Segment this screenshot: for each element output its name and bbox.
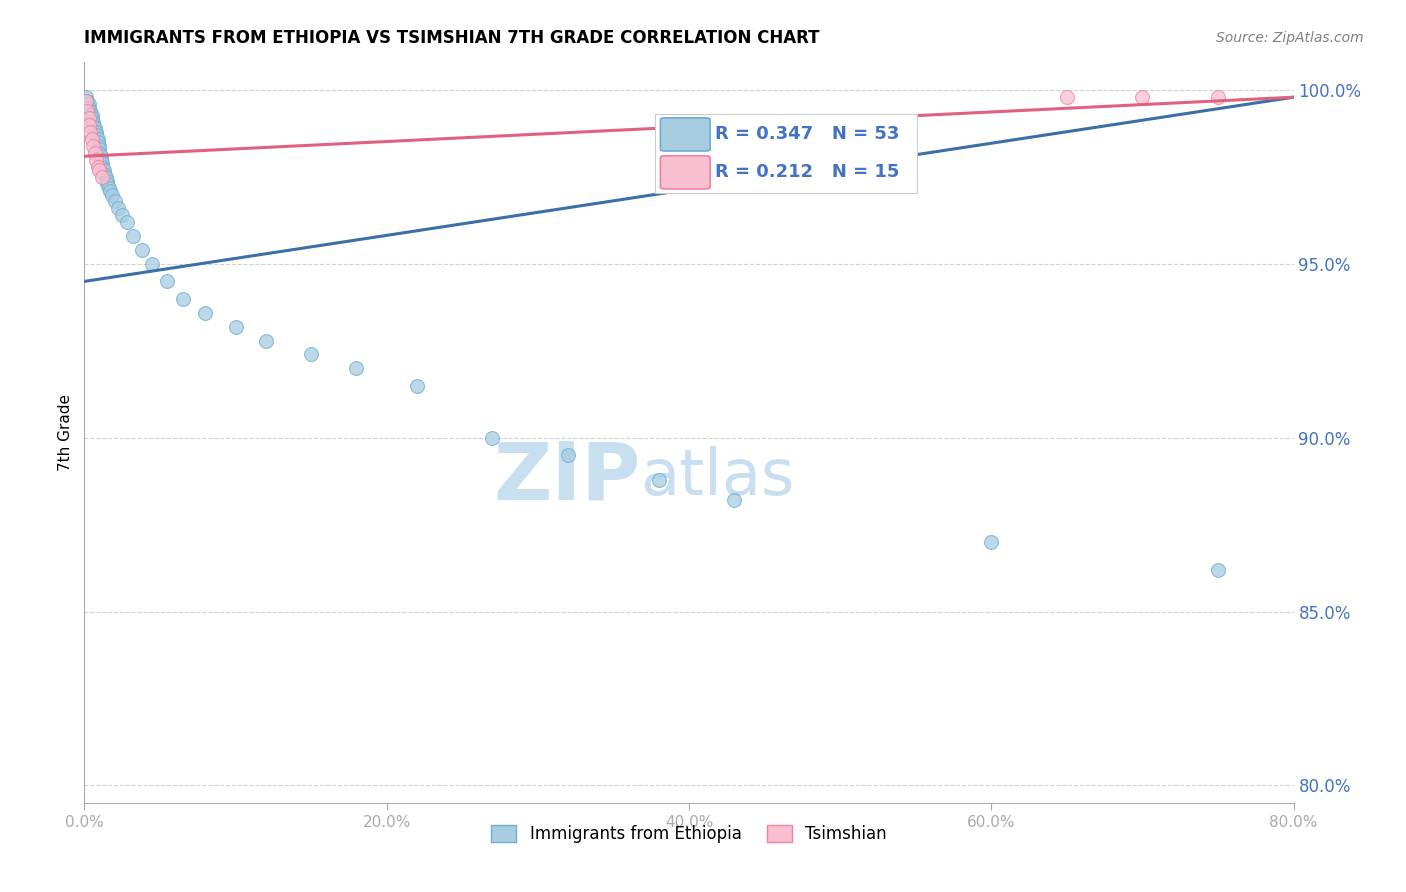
Point — [84, 145, 107, 160]
Point — [723, 493, 745, 508]
Text: ZIP: ZIP — [494, 438, 641, 516]
Text: R = 0.212   N = 15: R = 0.212 N = 15 — [716, 163, 900, 181]
Point — [80, 111, 103, 125]
Point — [115, 215, 138, 229]
Point — [93, 167, 115, 181]
Legend: Immigrants from Ethiopia, Tsimshian: Immigrants from Ethiopia, Tsimshian — [485, 819, 893, 850]
Point — [121, 229, 143, 244]
Point — [76, 94, 98, 108]
Point — [481, 431, 503, 445]
Point — [75, 90, 97, 104]
Point — [131, 243, 153, 257]
Point — [89, 142, 111, 156]
Point — [77, 118, 100, 132]
Point — [91, 170, 114, 185]
Point — [97, 180, 120, 194]
Point — [89, 145, 111, 160]
Point — [1206, 563, 1229, 577]
Text: atlas: atlas — [641, 446, 794, 508]
Point — [96, 177, 118, 191]
Point — [89, 163, 111, 178]
Point — [141, 257, 163, 271]
Point — [91, 160, 114, 174]
Point — [86, 125, 108, 139]
Point — [79, 125, 101, 139]
Point — [1206, 90, 1229, 104]
Point — [75, 94, 97, 108]
Point — [346, 361, 368, 376]
Point — [1130, 90, 1153, 104]
Point — [254, 334, 277, 348]
Point — [76, 104, 98, 119]
Point — [91, 156, 114, 170]
Point — [77, 111, 100, 125]
Y-axis label: 7th Grade: 7th Grade — [58, 394, 73, 471]
Point — [79, 104, 101, 119]
Point — [80, 132, 103, 146]
Point — [82, 139, 104, 153]
Point — [172, 292, 194, 306]
Point — [84, 125, 107, 139]
Point — [89, 139, 111, 153]
Point — [90, 153, 112, 167]
Text: IMMIGRANTS FROM ETHIOPIA VS TSIMSHIAN 7TH GRADE CORRELATION CHART: IMMIGRANTS FROM ETHIOPIA VS TSIMSHIAN 7T… — [84, 29, 820, 47]
FancyBboxPatch shape — [661, 118, 710, 151]
Point — [557, 448, 579, 462]
Point — [100, 187, 122, 202]
Point — [94, 170, 117, 185]
Point — [194, 306, 217, 320]
Point — [87, 136, 110, 150]
Point — [225, 319, 247, 334]
Point — [87, 160, 110, 174]
Point — [87, 132, 110, 146]
Point — [107, 202, 129, 216]
Point — [80, 107, 103, 121]
Point — [79, 107, 101, 121]
Point — [77, 101, 100, 115]
Point — [156, 274, 179, 288]
Text: Source: ZipAtlas.com: Source: ZipAtlas.com — [1216, 31, 1364, 45]
Point — [86, 153, 108, 167]
Point — [77, 97, 100, 112]
Point — [406, 378, 429, 392]
Point — [86, 128, 108, 143]
Point — [980, 535, 1002, 549]
Point — [84, 121, 107, 136]
Point — [648, 473, 671, 487]
Point — [90, 149, 112, 163]
Point — [82, 114, 104, 128]
Point — [299, 347, 322, 361]
FancyBboxPatch shape — [661, 156, 710, 189]
Point — [76, 97, 98, 112]
Point — [82, 118, 104, 132]
Point — [98, 184, 121, 198]
Point — [93, 163, 115, 178]
Point — [96, 173, 118, 187]
Text: R = 0.347   N = 53: R = 0.347 N = 53 — [716, 126, 900, 144]
Point — [104, 194, 127, 209]
Point — [1056, 90, 1078, 104]
Point — [111, 208, 134, 222]
